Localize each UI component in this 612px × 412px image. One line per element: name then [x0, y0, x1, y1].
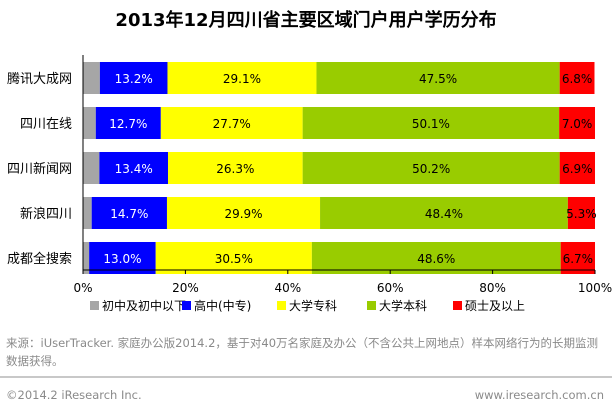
bar-segment — [316, 62, 560, 94]
data-label: 13.0% — [103, 252, 141, 266]
category-label: 腾讯大成网 — [7, 71, 72, 87]
footer-divider — [0, 376, 612, 378]
bar-segment — [160, 107, 303, 139]
bar-segment — [320, 197, 568, 229]
bar-segment — [166, 197, 321, 229]
data-label: 6.7% — [563, 252, 594, 266]
x-tick-label: 100% — [578, 281, 612, 295]
data-label: 30.5% — [215, 252, 253, 266]
bar-segment — [167, 152, 303, 184]
data-label: 47.5% — [419, 72, 457, 86]
data-label: 29.9% — [224, 207, 262, 221]
data-label: 13.4% — [115, 162, 153, 176]
bar-segment — [567, 197, 595, 229]
data-label: 50.2% — [412, 162, 450, 176]
x-tick-label: 20% — [172, 281, 199, 295]
bar-segment — [83, 107, 96, 139]
data-label: 26.3% — [216, 162, 254, 176]
category-label: 四川新闻网 — [7, 161, 72, 177]
data-label: 48.4% — [425, 207, 463, 221]
category-label: 四川在线 — [20, 117, 72, 132]
data-label: 12.7% — [109, 117, 147, 131]
bar-segment — [311, 242, 561, 274]
bar-segment — [95, 107, 161, 139]
bar-segment — [99, 62, 168, 94]
bar-segment — [155, 242, 312, 274]
stacked-bar-chart: 13.2% 29.1% 47.5% 6.8% 12.7% 27.7% 50.1% 7.0% 13… — [7, 55, 612, 313]
legend-label: 大学专科 — [289, 298, 337, 313]
x-axis: 0% 20% 40% 60% 80% 100% — [73, 55, 612, 295]
x-tick-label: 80% — [479, 281, 506, 295]
legend-label: 大学本科 — [379, 298, 427, 313]
copyright: ©2014.2 iResearch Inc. — [6, 388, 142, 402]
bars-layer: 13.2% 29.1% 47.5% 6.8% 12.7% 27.7% 50.1% 7.0% 13… — [83, 62, 597, 274]
bar-segment — [83, 152, 100, 184]
category-label: 新浪四川 — [20, 206, 72, 222]
data-label: 6.8% — [562, 72, 593, 86]
website-url: www.iresearch.com.cn — [474, 388, 604, 402]
legend: 初中及初中以下 高中(中专) 大学专科 大学本科 硕士及以上 — [90, 298, 525, 313]
bar-segment — [99, 152, 168, 184]
legend-swatch — [182, 301, 191, 310]
legend-swatch — [90, 301, 99, 310]
bar-segment — [83, 62, 100, 94]
data-label: 14.7% — [110, 207, 148, 221]
data-label: 29.1% — [223, 72, 261, 86]
data-label: 50.1% — [412, 117, 450, 131]
bar-segment — [167, 62, 317, 94]
legend-label: 硕士及以上 — [465, 299, 525, 313]
bar-segment — [559, 107, 595, 139]
chart-title: 2013年12月四川省主要区域门户用户学历分布 — [115, 10, 497, 31]
legend-swatch — [277, 301, 286, 310]
x-tick-label: 0% — [73, 281, 92, 295]
data-label: 13.2% — [115, 72, 153, 86]
bar-segment — [302, 152, 560, 184]
bar-segment — [302, 107, 560, 139]
legend-swatch — [453, 301, 462, 310]
data-label: 48.6% — [417, 252, 455, 266]
data-label: 27.7% — [213, 117, 251, 131]
legend-label: 高中(中专) — [194, 298, 251, 313]
bar-segment — [91, 197, 167, 229]
bar-segment — [89, 242, 156, 274]
x-tick-label: 40% — [274, 281, 301, 295]
legend-label: 初中及初中以下 — [102, 298, 186, 313]
data-label: 6.9% — [562, 162, 593, 176]
category-label: 成都全搜索 — [7, 251, 72, 267]
legend-swatch — [367, 301, 376, 310]
data-label: 5.3% — [566, 207, 597, 221]
x-tick-label: 60% — [377, 281, 404, 295]
source-note: 来源：iUserTracker. 家庭办公版2014.2，基于对40万名家庭及办… — [6, 336, 599, 368]
bar-segment — [83, 242, 90, 274]
bar-segment — [83, 197, 92, 229]
bar-segment — [559, 152, 595, 184]
bar-segment — [560, 242, 595, 274]
data-label: 7.0% — [562, 117, 593, 131]
bar-segment — [559, 62, 595, 94]
